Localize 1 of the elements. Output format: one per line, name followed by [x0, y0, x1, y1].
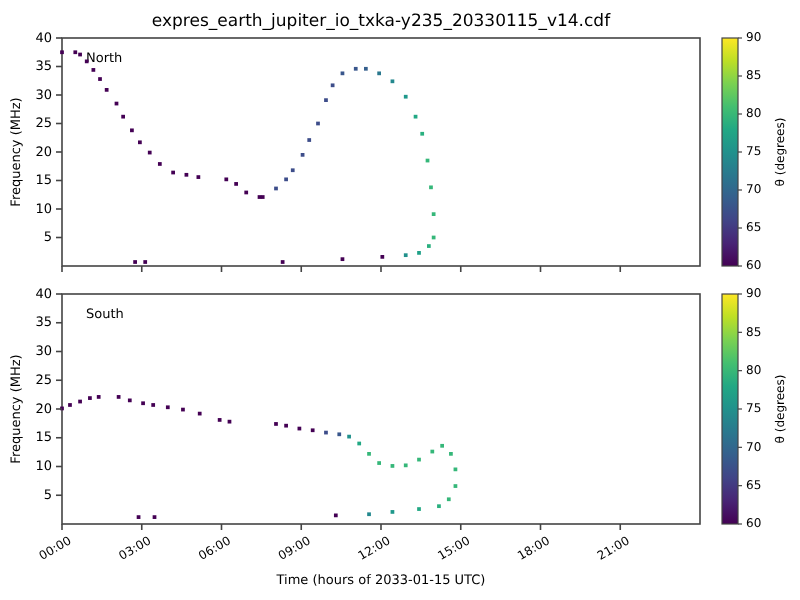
chart-title: expres_earth_jupiter_io_txka-y235_20330115_v14.cdf	[151, 12, 613, 32]
